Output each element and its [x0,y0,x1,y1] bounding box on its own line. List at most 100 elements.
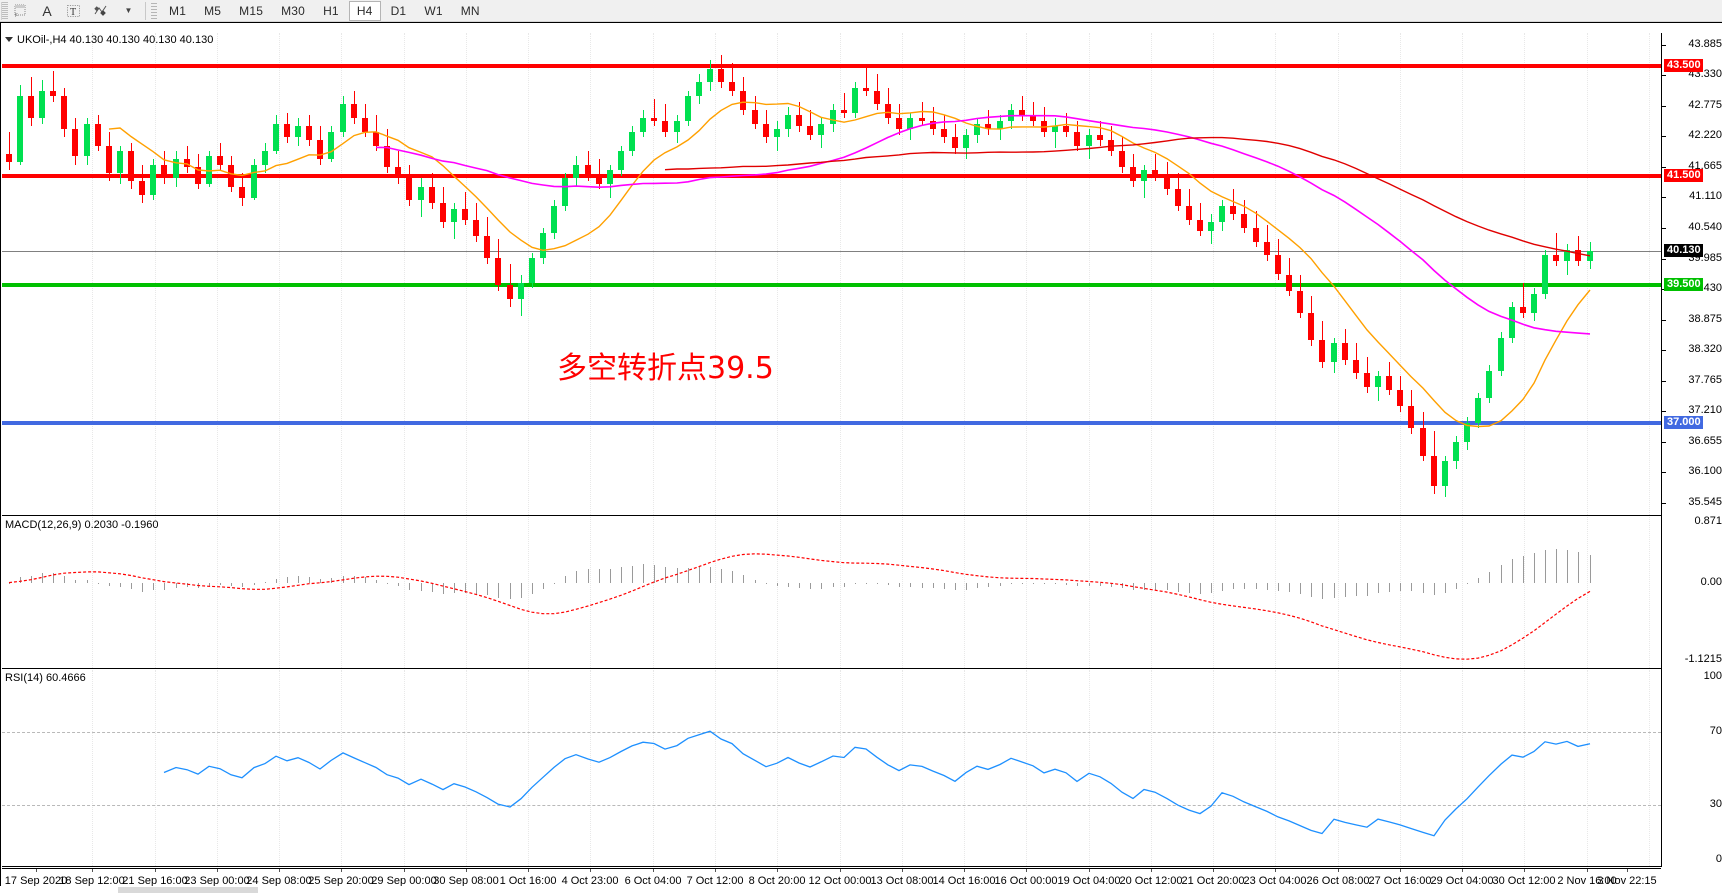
candle-body [1208,222,1214,231]
timeframe-d1-button[interactable]: D1 [390,3,407,18]
timeframe-mn-button[interactable]: MN [460,3,480,18]
rsi-label: RSI(14) 60.4666 [5,672,86,684]
vertical-gridline [1151,33,1152,515]
candle-body [740,90,746,110]
vertical-gridline [1338,670,1339,866]
vertical-gridline [1400,517,1401,668]
candle-body [1297,290,1303,313]
macd-histogram-bar [1356,582,1357,597]
macd-histogram-bar [788,582,789,587]
macd-histogram-bar [922,582,923,588]
timeframe-m30-button[interactable]: M30 [281,3,306,18]
macd-histogram-bar [421,582,422,591]
candle-body [1498,337,1504,371]
resistance-level-label[interactable]: 43.500 [1664,58,1703,72]
timeframe-m1-button[interactable]: M1 [169,3,187,18]
macd-histogram-bar [209,582,210,586]
macd-histogram-bar [699,567,700,583]
candle-body [696,82,702,97]
macd-histogram-bar [1178,582,1179,592]
price-level-line[interactable] [2,173,1661,178]
price-level-line[interactable] [2,420,1661,425]
time-axis-label: 2 Nov 16:00 [1557,875,1617,887]
macd-panel[interactable] [2,517,1661,669]
toolbar-grip[interactable] [1,1,8,20]
templates-icon[interactable]: F [9,1,33,21]
candle-body [774,129,780,138]
indicators-icon[interactable] [88,1,114,21]
macd-histogram-bar [476,582,477,594]
price-axis[interactable]: 43.885 43.330 42.775 42.220 41.665 41.110 40.5… [1661,33,1722,867]
candle-body [540,233,546,259]
price-level-line[interactable] [2,250,1661,252]
vertical-gridline [528,517,529,668]
timeframe-h4-button[interactable]: H4 [348,0,381,21]
macd-histogram-bar [109,582,110,587]
candle-body [495,258,501,286]
rsi-panel[interactable] [2,670,1661,867]
macd-tick-label: 0.00 [1700,575,1722,588]
time-axis-tick [341,869,342,872]
candle-body [796,115,802,127]
candle-body [507,285,513,300]
timeframe-h1-button[interactable]: H1 [323,3,339,18]
macd-histogram-bar [1211,582,1212,594]
time-axis-label: 23 Oct 04:00 [1243,875,1307,887]
candle-body [596,175,602,184]
vertical-gridline [1462,670,1463,866]
time-axis-tick [1462,869,1463,872]
price-level-line[interactable] [2,63,1661,68]
vertical-gridline [404,670,405,866]
timeframe-w1-button[interactable]: W1 [424,3,443,18]
status-strip [0,886,1722,894]
price-level-line[interactable] [2,283,1661,288]
macd-histogram-bar [1244,582,1245,589]
support-level-label[interactable]: 37.000 [1664,415,1703,429]
timeframe-m5-button[interactable]: M5 [204,3,222,18]
macd-histogram-bar [1077,582,1078,586]
timeframe-m15-button[interactable]: M15 [239,3,264,18]
candle-body [150,164,156,195]
time-axis-label: 30 Sep 08:00 [433,875,499,887]
candle-body [985,123,991,130]
resistance-level-label[interactable]: 41.500 [1664,168,1703,182]
timeframe-toolbar-grip[interactable] [151,2,157,19]
macd-histogram-bar [677,567,678,583]
vertical-gridline [715,33,716,515]
text-label-icon[interactable]: T [61,1,86,21]
price-tick-label: 43.885 [1688,37,1722,50]
macd-histogram-bar [1055,582,1056,585]
macd-histogram-bar [1456,582,1457,589]
price-tick [1662,44,1666,46]
dropdown-caret-icon[interactable]: ▼ [124,6,133,15]
vertical-gridline [964,517,965,668]
price-panel[interactable]: 多空转折点39.5 [2,33,1661,516]
candle-body [1319,340,1325,363]
macd-histogram-bar [1133,582,1134,591]
horizontal-scrollbar-thumb[interactable] [118,887,258,893]
macd-histogram-bar [1590,554,1591,583]
macd-histogram-bar [933,582,934,589]
macd-histogram-bar [276,578,277,583]
vertical-gridline [92,517,93,668]
current-price-label[interactable]: 40.130 [1664,243,1703,257]
collapse-triangle-icon[interactable] [5,37,13,42]
candle-wick [398,151,399,184]
text-tool-icon[interactable]: A [42,2,52,19]
macd-histogram-bar [131,582,132,590]
time-axis-label: 27 Oct 16:00 [1368,875,1432,887]
candle-body [718,68,724,83]
price-tick-label: 38.875 [1688,312,1722,325]
chart-area[interactable]: UKOil-,H4 40.130 40.130 40.130 40.130 多空… [0,22,1722,894]
time-axis-tick [715,869,716,872]
symbol-ohlc-label: UKOil-,H4 40.130 40.130 40.130 40.130 [17,34,214,46]
candle-body [84,123,90,157]
chart-annotation-text[interactable]: 多空转折点39.5 [557,351,774,386]
candle-body [1442,461,1448,486]
support-level-label[interactable]: 39.500 [1664,278,1703,292]
time-axis-tick [217,869,218,872]
candle-body [1241,214,1247,228]
candle-body [1375,376,1381,387]
candle-body [1041,120,1047,132]
macd-histogram-bar [1423,582,1424,593]
